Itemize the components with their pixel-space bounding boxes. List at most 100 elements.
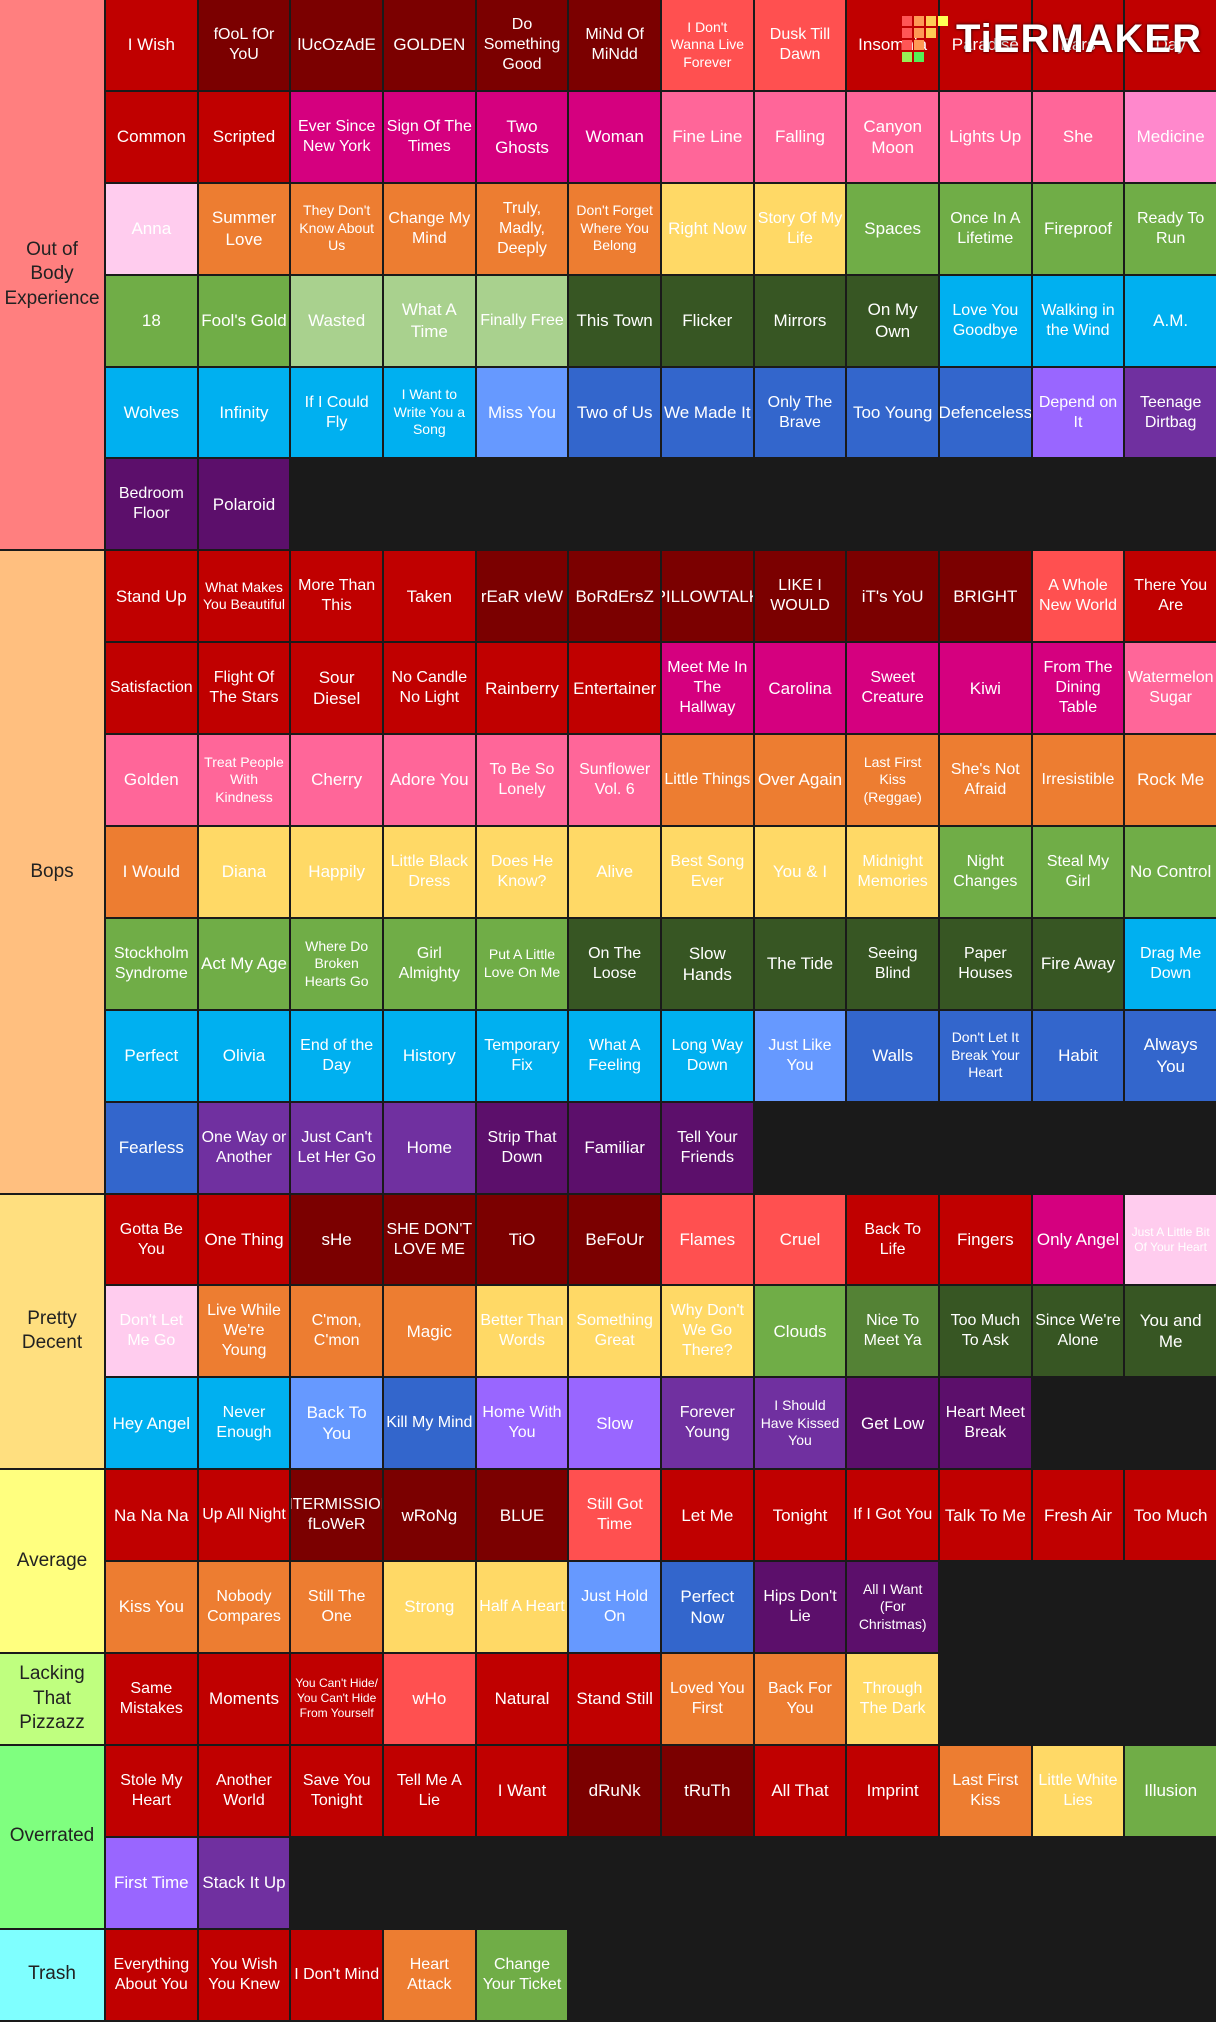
song-tile: Woman xyxy=(569,91,660,182)
song-tile: Girl Almighty xyxy=(383,918,475,1009)
song-tile: History xyxy=(383,1010,475,1101)
song-tile: Change Your Ticket xyxy=(476,1929,568,2020)
song-tile: Back To You xyxy=(291,1378,382,1469)
song-tile: Don't Let Me Go xyxy=(106,1286,197,1377)
song-tile: Act My Age xyxy=(198,918,290,1009)
song-tile: Just Hold On xyxy=(569,1562,660,1653)
song-tile: Still Got Time xyxy=(569,1470,660,1561)
song-tile: No Candle No Light xyxy=(383,643,475,734)
tier-items: Stand Up What Makes You Beautiful More Tha… xyxy=(106,551,1216,1193)
song-tile: Why Don't We Go There? xyxy=(661,1286,753,1377)
song-tile: A Whole New World xyxy=(1032,551,1124,642)
song-tile: Walking in the Wind xyxy=(1032,275,1124,366)
song-tile: BeFoUr xyxy=(569,1194,660,1285)
song-tile: Flight Of The Stars xyxy=(198,643,290,734)
song-tile: Scripted xyxy=(198,91,290,182)
song-tile: Get Low xyxy=(847,1378,938,1469)
song-tile: Walls xyxy=(847,1010,938,1101)
song-tile: Back For You xyxy=(754,1654,846,1744)
song-tile: Magic xyxy=(383,1286,475,1377)
song-tile: Infinity xyxy=(198,367,290,458)
song-tile: Cruel xyxy=(754,1194,846,1285)
song-tile: Last First Kiss xyxy=(939,1745,1031,1836)
tier-label: Bops xyxy=(0,551,104,1193)
song-tile: Save You Tonight xyxy=(291,1745,382,1836)
song-tile: This Town xyxy=(569,275,660,366)
song-tile: Forever Young xyxy=(661,1378,753,1469)
song-tile: Summer Love xyxy=(198,183,290,274)
song-tile: Home With You xyxy=(476,1378,568,1469)
song-tile: What A Time xyxy=(383,275,475,366)
song-tile: On My Own xyxy=(847,275,938,366)
song-tile: Alive xyxy=(569,827,660,917)
song-tile: Falling xyxy=(754,91,846,182)
song-tile: If I Got You xyxy=(847,1470,938,1561)
song-tile: Fresh Air xyxy=(1032,1470,1124,1561)
song-tile: You & I xyxy=(754,827,846,917)
song-tile: PILLOWTALK xyxy=(661,551,753,642)
song-tile: Day xyxy=(1125,0,1216,90)
tier-row: Lacking That Pizzazz Same Mistakes Moments… xyxy=(0,1654,1216,1744)
song-tile: iT's YoU xyxy=(847,551,938,642)
song-tile: Taken xyxy=(383,551,475,642)
song-tile: Stole My Heart xyxy=(106,1745,197,1836)
song-tile: Where Do Broken Hearts Go xyxy=(291,918,382,1009)
song-tile: Sweet Creature xyxy=(847,643,938,734)
song-tile: I Want xyxy=(476,1745,568,1836)
song-tile: rEaR vIeW xyxy=(476,551,568,642)
song-tile: Perfect Now xyxy=(661,1562,753,1653)
song-tile: BRIGHT xyxy=(939,551,1031,642)
song-tile: Live While We're Young xyxy=(198,1286,290,1377)
song-tile: Paradise xyxy=(939,0,1031,90)
song-tile: Tell Your Friends xyxy=(661,1102,753,1193)
song-tile: Up All Night xyxy=(198,1470,290,1561)
song-tile: Steal My Girl xyxy=(1032,827,1124,917)
song-tile: wRoNg xyxy=(383,1470,475,1561)
song-tile: Fire Away xyxy=(1032,918,1124,1009)
logo: TiERMAKER xyxy=(901,16,1202,62)
logo-icon xyxy=(901,16,948,62)
song-tile: Night Changes xyxy=(939,827,1031,917)
song-tile: The Tide xyxy=(754,918,846,1009)
song-tile: Natural xyxy=(476,1654,568,1744)
song-tile: Perfect xyxy=(106,1010,197,1101)
song-tile: Little White Lies xyxy=(1032,1745,1124,1836)
song-tile: SHE DON'T LOVE ME xyxy=(383,1194,475,1285)
tier-items: Stole My Heart Another World Save You Toni… xyxy=(106,1745,1216,1928)
song-tile: Miss You xyxy=(476,367,568,458)
tier-row: Out of Body Experience I Wish fOoL fOr YoU… xyxy=(0,0,1216,550)
song-tile: She's Not Afraid xyxy=(939,735,1031,826)
song-tile: Stand Still xyxy=(569,1654,660,1744)
song-tile: They Don't Know About Us xyxy=(291,183,382,274)
song-tile: Seeing Blind xyxy=(847,918,938,1009)
song-tile: Gotta Be You xyxy=(106,1194,197,1285)
song-tile: Midnight Memories xyxy=(847,827,938,917)
song-tile: lUcOzAdE xyxy=(291,0,382,90)
song-tile: Fireproof xyxy=(1032,183,1124,274)
song-tile: Heart Attack xyxy=(383,1929,475,2020)
song-tile: Kill My Mind xyxy=(383,1378,475,1469)
song-tile: dRuNk xyxy=(569,1745,660,1836)
song-tile: I Don't Mind xyxy=(291,1929,382,2020)
song-tile: Too Much xyxy=(1125,1470,1216,1561)
song-tile: Don't Forget Where You Belong xyxy=(569,183,660,274)
song-tile: Sunflower Vol. 6 xyxy=(569,735,660,826)
song-tile: She xyxy=(1032,91,1124,182)
song-tile: Just Like You xyxy=(754,1010,846,1101)
song-tile: Na Na Na xyxy=(106,1470,197,1561)
song-tile: Little Black Dress xyxy=(383,827,475,917)
song-tile: All I Want (For Christmas) xyxy=(847,1562,938,1653)
song-tile: Depend on It xyxy=(1032,367,1124,458)
tier-row: Pretty Decent Gotta Be You One Thing sHe SHE… xyxy=(0,1194,1216,1469)
song-tile: Does He Know? xyxy=(476,827,568,917)
song-tile: On The Loose xyxy=(569,918,660,1009)
song-tile: Talk To Me xyxy=(939,1470,1031,1561)
song-tile: INTERMISSION: fLoWeR xyxy=(291,1470,382,1561)
song-tile: From The Dining Table xyxy=(1032,643,1124,734)
song-tile: Watermelon Sugar xyxy=(1125,643,1216,734)
song-tile: Fine Line xyxy=(661,91,753,182)
song-tile: No Control xyxy=(1125,827,1216,917)
song-tile: Slow xyxy=(569,1378,660,1469)
song-tile: Don't Let It Break Your Heart xyxy=(939,1010,1031,1101)
